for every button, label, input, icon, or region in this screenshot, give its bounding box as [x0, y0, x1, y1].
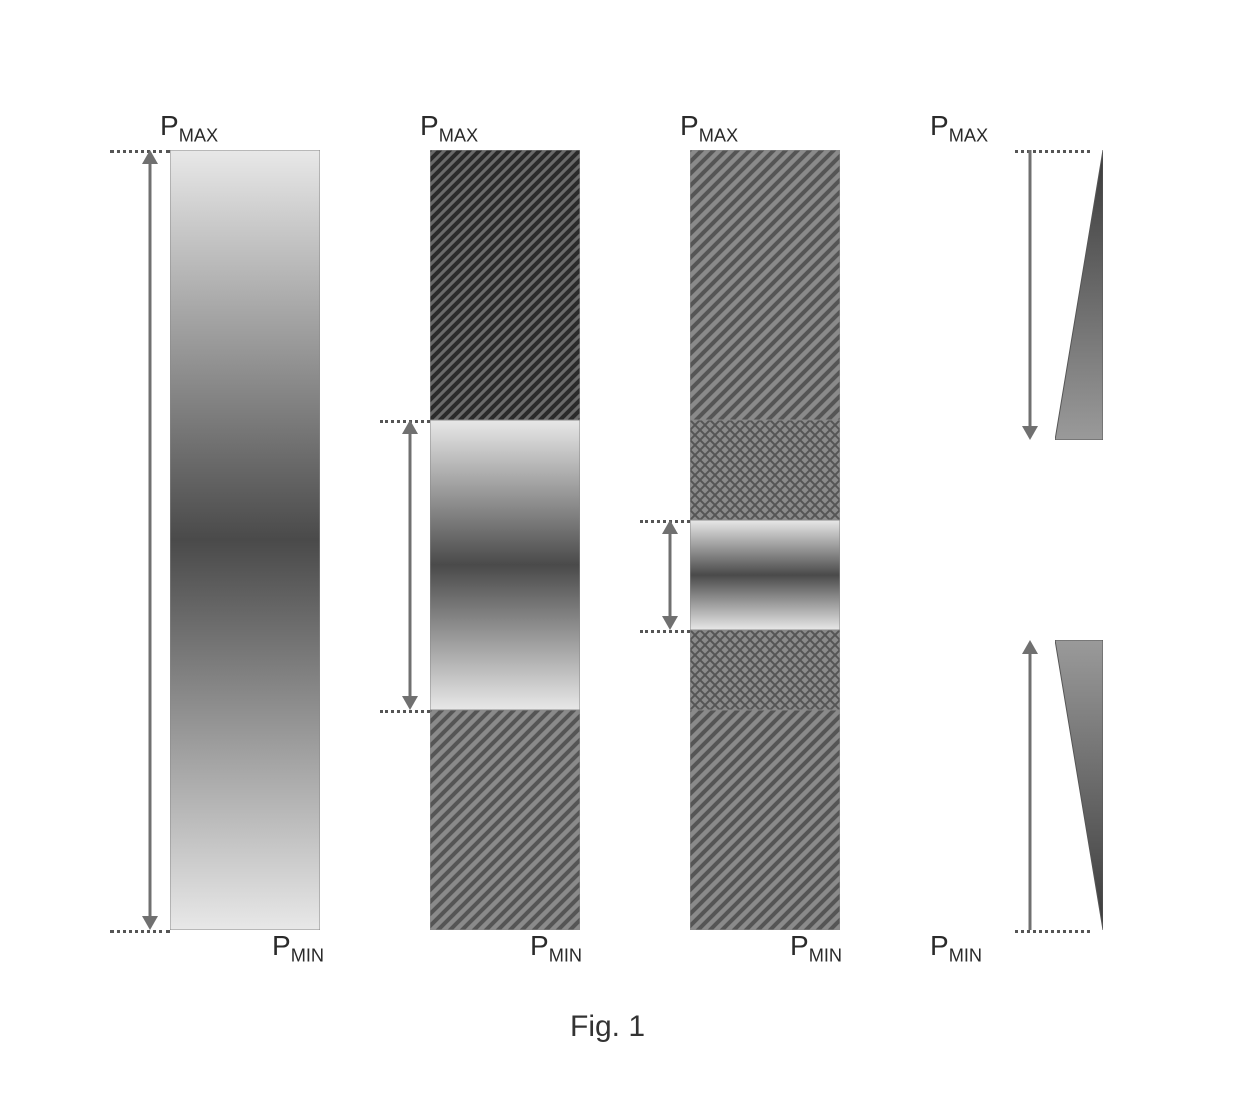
guide-dotted: [380, 710, 430, 713]
label-prefix: P: [790, 930, 809, 961]
pmax-label: PMAX: [930, 110, 988, 147]
label-prefix: P: [930, 110, 949, 141]
col2-seg-2: [430, 710, 580, 930]
label-prefix: P: [530, 930, 549, 961]
label-subscript: MIN: [949, 946, 982, 966]
label-subscript: MIN: [549, 946, 582, 966]
col3-seg-4: [690, 710, 840, 930]
col3-range-arrow: [658, 520, 682, 630]
label-prefix: P: [272, 930, 291, 961]
label-prefix: P: [160, 110, 179, 141]
density-triangle: [1055, 150, 1103, 440]
figure-caption: Fig. 1: [570, 1010, 645, 1044]
col1-range-arrow: [138, 150, 162, 930]
col1-bar: [170, 150, 320, 930]
label-subscript: MIN: [291, 946, 324, 966]
pmin-label: PMIN: [930, 930, 982, 967]
pmax-label: PMAX: [420, 110, 478, 147]
density-triangle: [1055, 640, 1103, 930]
pmin-label: PMIN: [272, 930, 324, 967]
label-prefix: P: [420, 110, 439, 141]
col3-seg-0: [690, 150, 840, 420]
label-subscript: MAX: [949, 126, 988, 146]
col2-seg-1: [430, 420, 580, 710]
col4-arrow-0: [1018, 150, 1042, 440]
col3-seg-1: [690, 420, 840, 520]
pmax-label: PMAX: [160, 110, 218, 147]
pmin-label: PMIN: [790, 930, 842, 967]
label-subscript: MAX: [439, 126, 478, 146]
label-prefix: P: [680, 110, 699, 141]
col3-seg-2: [690, 520, 840, 630]
col2-range-arrow: [398, 420, 422, 710]
label-subscript: MAX: [179, 126, 218, 146]
col4-arrow-1: [1018, 640, 1042, 930]
label-subscript: MAX: [699, 126, 738, 146]
pmax-label: PMAX: [680, 110, 738, 147]
guide-dotted: [110, 930, 170, 933]
label-subscript: MIN: [809, 946, 842, 966]
guide-dotted: [1015, 930, 1090, 933]
label-prefix: P: [930, 930, 949, 961]
guide-dotted: [640, 630, 690, 633]
col2-seg-0: [430, 150, 580, 420]
pmin-label: PMIN: [530, 930, 582, 967]
col3-seg-3: [690, 630, 840, 710]
